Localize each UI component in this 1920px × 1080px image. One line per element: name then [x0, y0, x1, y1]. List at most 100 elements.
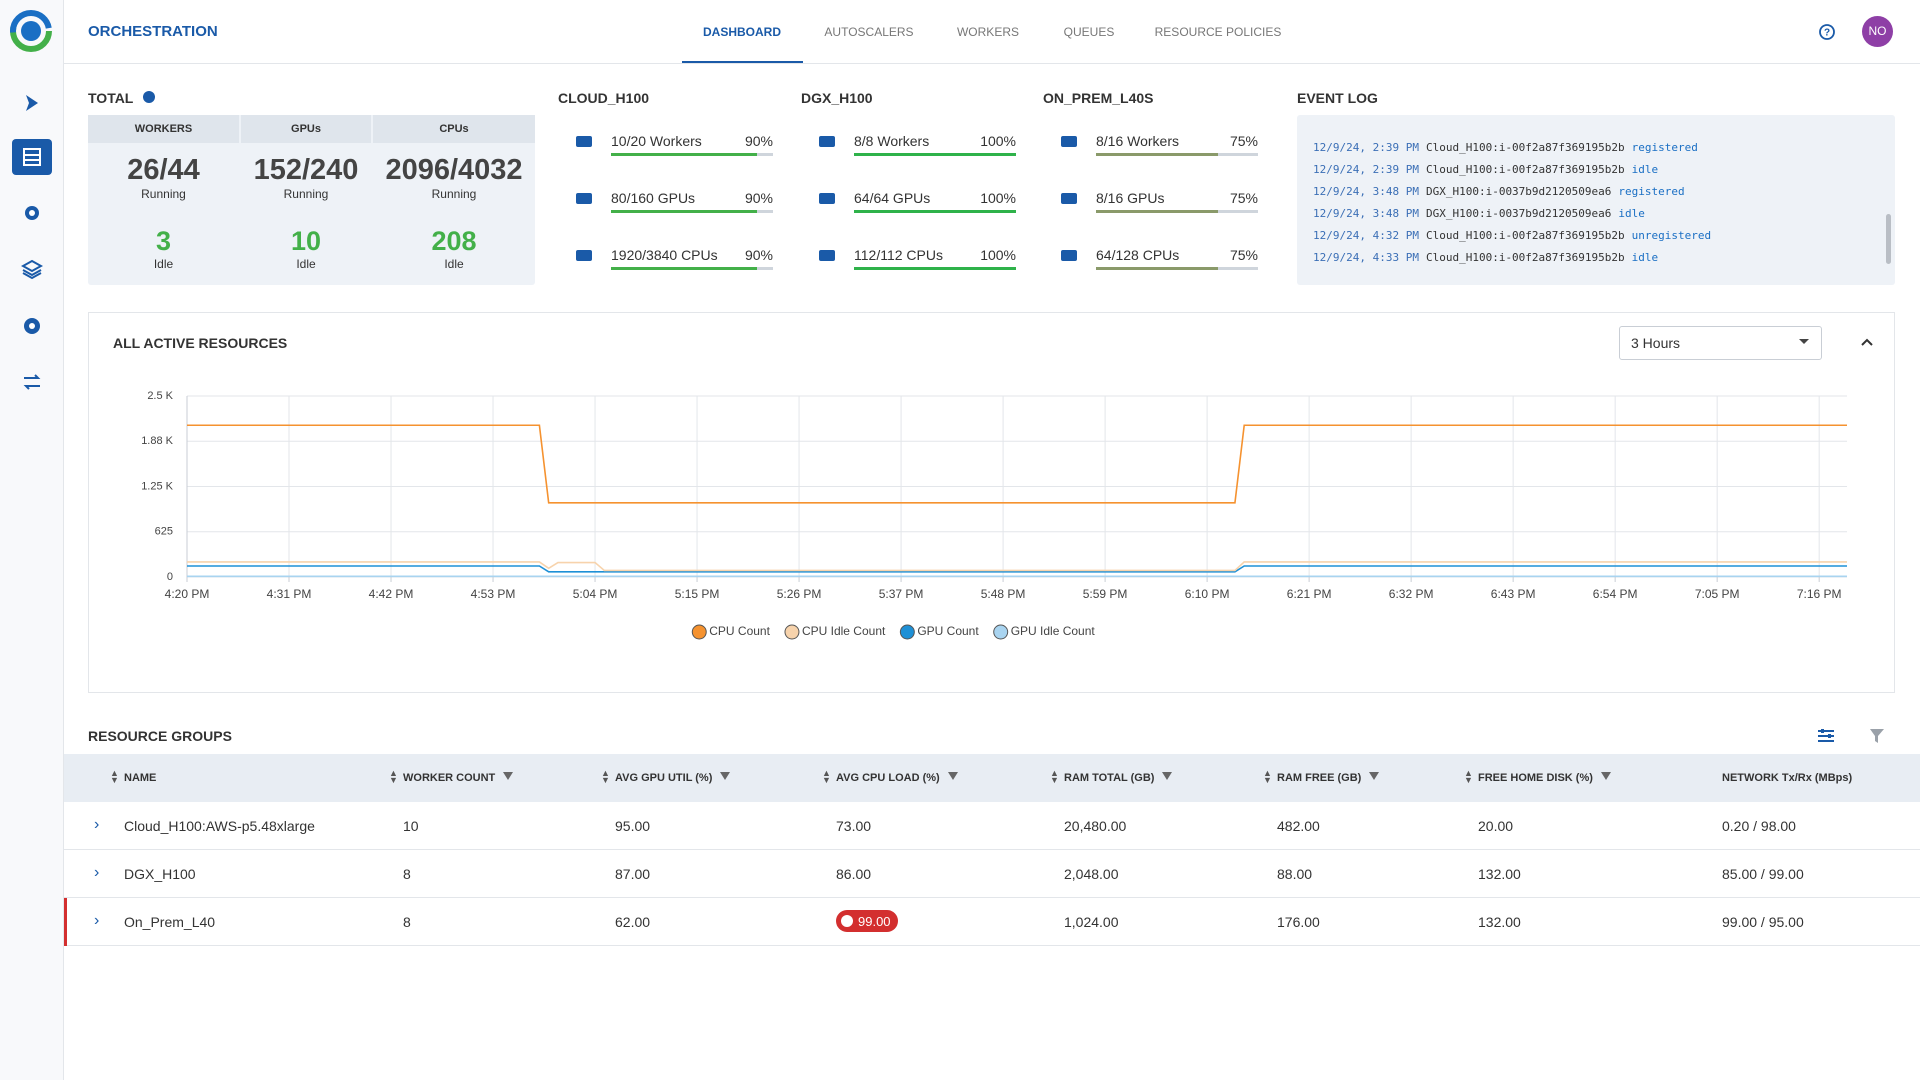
cell: 95.00: [615, 818, 650, 834]
cell-alert: 99.00: [858, 914, 891, 929]
table-header: [64, 754, 1920, 802]
cell: 20,480.00: [1064, 818, 1126, 834]
expand-icon[interactable]: ›: [94, 912, 99, 930]
sort-icon[interactable]: ▲▼: [1050, 770, 1059, 784]
log-status: idle: [1618, 207, 1645, 220]
cell: 482.00: [1277, 818, 1320, 834]
groups-title: RESOURCE GROUPS: [88, 728, 232, 744]
series-line: [187, 425, 1847, 503]
pool-percent: 75%: [1163, 247, 1258, 263]
cell: 85.00 / 99.00: [1722, 866, 1804, 882]
cell: 132.00: [1478, 914, 1521, 930]
cell: 1,024.00: [1064, 914, 1119, 930]
nav-icon[interactable]: [21, 371, 43, 393]
cell: 86.00: [836, 866, 871, 882]
nav-icon[interactable]: [21, 92, 43, 114]
column-header: WORKER COUNT: [403, 772, 495, 784]
filter-icon[interactable]: [720, 772, 730, 780]
cell: 87.00: [615, 866, 650, 882]
sort-icon[interactable]: ▲▼: [822, 770, 831, 784]
pool-title: DGX_H100: [801, 90, 873, 106]
progress-bar: [611, 267, 757, 270]
nav-icon[interactable]: [21, 258, 43, 280]
nav-icon[interactable]: [21, 203, 43, 225]
pool-icon: [1061, 136, 1077, 147]
nav-tab[interactable]: RESOURCE POLICIES: [1128, 25, 1308, 39]
cell: 8: [403, 866, 411, 882]
x-tick-label: 5:26 PM: [777, 587, 822, 601]
logo[interactable]: [8, 8, 54, 54]
column-header: AVG CPU LOAD (%): [836, 772, 940, 784]
x-tick-label: 4:31 PM: [267, 587, 312, 601]
filter-icon[interactable]: [503, 772, 513, 780]
total-header: GPUs: [241, 123, 371, 135]
y-tick-label: 1.88 K: [141, 435, 173, 447]
pool-icon: [576, 250, 592, 261]
x-tick-label: 5:15 PM: [675, 587, 720, 601]
legend-label: GPU Count: [917, 624, 979, 638]
log-source: Cloud_H100:i-00f2a87f369195b2b: [1426, 163, 1625, 176]
expand-icon[interactable]: ›: [94, 864, 99, 882]
total-header: CPUs: [373, 123, 535, 135]
scrollbar[interactable]: [1886, 214, 1891, 264]
table-row: [64, 802, 1920, 850]
cell: DGX_H100: [124, 866, 196, 882]
info-icon[interactable]: [143, 91, 155, 103]
x-tick-label: 4:20 PM: [165, 587, 210, 601]
help-icon[interactable]: ?: [1818, 23, 1836, 41]
sort-icon[interactable]: ▲▼: [110, 770, 119, 784]
idle-value: 10: [241, 226, 371, 257]
pool-percent: 100%: [921, 190, 1016, 206]
event-log: 12/9/24, 2:39 PM Cloud_H100:i-00f2a87f369…: [1297, 115, 1895, 285]
log-entry: 12/9/24, 4:33 PM Cloud_H100:i-00f2a87f369…: [1313, 251, 1665, 264]
pool-icon: [819, 136, 835, 147]
pool-icon: [576, 193, 592, 204]
log-time: 12/9/24, 4:33 PM: [1313, 251, 1419, 264]
sort-icon[interactable]: ▲▼: [601, 770, 610, 784]
total-header: WORKERS: [88, 123, 239, 135]
log-time: 12/9/24, 2:39 PM: [1313, 141, 1419, 154]
columns-icon[interactable]: [1816, 727, 1836, 745]
filter-icon[interactable]: [1601, 772, 1611, 780]
progress-bar: [611, 210, 757, 213]
column-header: NAME: [124, 772, 156, 784]
filter-icon[interactable]: [1162, 772, 1172, 780]
log-source: Cloud_H100:i-00f2a87f369195b2b: [1426, 251, 1625, 264]
progress-bar: [1096, 153, 1218, 156]
column-header: RAM FREE (GB): [1277, 772, 1361, 784]
log-entry: 12/9/24, 3:48 PMDGX_H100:i-0037b9d212050…: [1313, 207, 1652, 220]
log-source: Cloud_H100:i-00f2a87f369195b2b: [1426, 141, 1625, 154]
sort-icon[interactable]: ▲▼: [1464, 770, 1473, 784]
cell: 10: [403, 818, 419, 834]
x-tick-label: 5:48 PM: [981, 587, 1026, 601]
x-tick-label: 5:04 PM: [573, 587, 618, 601]
pool-icon: [819, 193, 835, 204]
nav-icon[interactable]: [21, 315, 43, 337]
sort-icon[interactable]: ▲▼: [1263, 770, 1272, 784]
running-value: 2096/4032: [373, 154, 535, 187]
cell: 0.20 / 98.00: [1722, 818, 1796, 834]
log-status: unregistered: [1632, 229, 1711, 242]
table-row: [64, 850, 1920, 898]
cell: 2,048.00: [1064, 866, 1119, 882]
x-tick-label: 7:05 PM: [1695, 587, 1740, 601]
idle-value: 208: [373, 226, 535, 257]
running-label: Running: [241, 187, 371, 201]
running-label: Running: [373, 187, 535, 201]
cell: 88.00: [1277, 866, 1312, 882]
log-entry: 12/9/24, 3:48 PMDGX_H100:i-0037b9d212050…: [1313, 185, 1692, 198]
filter-icon[interactable]: [1369, 772, 1379, 780]
clear-filter-icon[interactable]: [1868, 727, 1888, 745]
x-tick-label: 5:59 PM: [1083, 587, 1128, 601]
pool-percent: 75%: [1163, 190, 1258, 206]
sort-icon[interactable]: ▲▼: [389, 770, 398, 784]
legend-marker: [994, 625, 1008, 639]
pool-percent: 90%: [678, 190, 773, 206]
expand-icon[interactable]: ›: [94, 816, 99, 834]
log-entry: 12/9/24, 2:39 PM Cloud_H100:i-00f2a87f369…: [1313, 141, 1705, 154]
x-tick-label: 6:21 PM: [1287, 587, 1332, 601]
filter-icon[interactable]: [948, 772, 958, 780]
cell: 73.00: [836, 818, 871, 834]
y-tick-label: 625: [155, 526, 173, 538]
